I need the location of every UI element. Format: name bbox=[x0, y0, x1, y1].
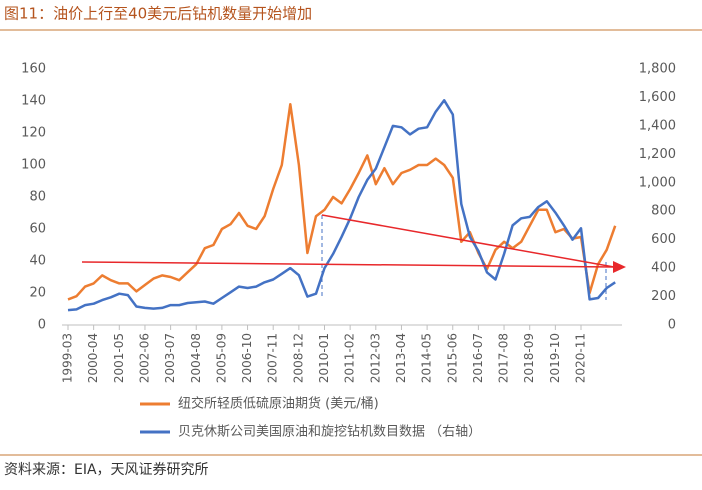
y-tick-label: 100 bbox=[21, 158, 46, 173]
annotations bbox=[81, 214, 626, 300]
y2-tick-label: 400 bbox=[651, 261, 676, 276]
y-tick-label: 120 bbox=[21, 126, 46, 141]
x-tick-label: 2000-04 bbox=[86, 333, 100, 383]
x-tick-label: 2017-08 bbox=[497, 333, 511, 383]
arrow-head bbox=[613, 261, 626, 273]
x-tick-label: 2018-09 bbox=[522, 333, 536, 383]
x-tick-label: 2014-05 bbox=[420, 333, 434, 383]
y2-tick-label: 1,400 bbox=[639, 118, 676, 133]
y2-tick-label: 200 bbox=[651, 289, 676, 304]
y2-tick-label: 0 bbox=[668, 318, 676, 333]
x-tick-label: 2020-11 bbox=[574, 333, 588, 383]
y-tick-label: 80 bbox=[29, 190, 46, 205]
x-tick-label: 2007-11 bbox=[266, 333, 280, 383]
trend-arrow bbox=[81, 261, 615, 268]
y2-tick-label: 1,200 bbox=[639, 147, 676, 162]
x-tick-label: 2005-09 bbox=[214, 333, 228, 383]
y2-tick-label: 1,600 bbox=[639, 90, 676, 105]
x-tick-label: 2010-01 bbox=[317, 333, 331, 383]
x-tick-label: 2015-06 bbox=[445, 333, 459, 383]
series-line bbox=[67, 99, 616, 312]
x-tick-label: 2016-07 bbox=[471, 333, 485, 383]
x-tick-label: 2019-10 bbox=[548, 333, 562, 383]
chart-title: 图11：油价上行至40美元后钻机数量开始增加 bbox=[4, 5, 312, 23]
y2-tick-label: 1,800 bbox=[639, 62, 676, 77]
y2-tick-label: 800 bbox=[651, 204, 676, 219]
x-tick-label: 2003-07 bbox=[163, 333, 177, 383]
y-tick-label: 0 bbox=[38, 318, 46, 333]
y-tick-label: 40 bbox=[29, 254, 46, 269]
x-tick-label: 2012-03 bbox=[368, 333, 382, 383]
y2-tick-label: 1,000 bbox=[639, 175, 676, 190]
y-tick-label: 20 bbox=[29, 286, 46, 301]
x-tick-label: 2006-10 bbox=[240, 333, 254, 383]
x-tick-label: 2002-06 bbox=[137, 333, 151, 383]
y2-tick-label: 600 bbox=[651, 232, 676, 247]
source: 资料来源：EIA，天风证券研究所 bbox=[4, 462, 209, 478]
x-tick-label: 2011-02 bbox=[343, 333, 357, 383]
x-tick-label: 2008-12 bbox=[291, 333, 305, 383]
legend-label: 贝克休斯公司美国原油和旋挖钻机数目数据 （右轴） bbox=[178, 425, 481, 440]
x-tick-label: 1999-03 bbox=[61, 333, 75, 383]
y-tick-label: 60 bbox=[29, 222, 46, 237]
trend-line bbox=[321, 214, 615, 268]
x-tick-label: 2004-08 bbox=[189, 333, 203, 383]
x-tick-label: 2013-04 bbox=[394, 333, 408, 383]
series-line bbox=[67, 102, 617, 301]
y-tick-label: 140 bbox=[21, 94, 46, 109]
y-tick-label: 160 bbox=[21, 62, 46, 77]
legend-label: 纽交所轻质低硫原油期货 (美元/桶) bbox=[178, 396, 379, 412]
x-tick-label: 2001-05 bbox=[112, 333, 126, 383]
